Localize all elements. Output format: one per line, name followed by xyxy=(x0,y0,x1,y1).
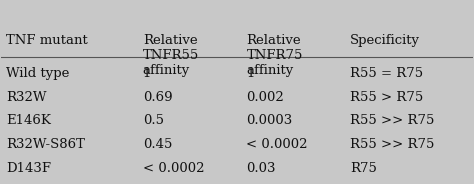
Text: Relative
TNFR55
affinity: Relative TNFR55 affinity xyxy=(143,34,199,77)
Text: 0.5: 0.5 xyxy=(143,114,164,128)
Text: E146K: E146K xyxy=(6,114,51,128)
Text: 0.03: 0.03 xyxy=(246,162,276,175)
Text: TNF mutant: TNF mutant xyxy=(6,34,88,47)
Text: 1: 1 xyxy=(246,67,255,80)
Text: 1: 1 xyxy=(143,67,151,80)
Text: 0.45: 0.45 xyxy=(143,138,172,151)
Text: 0.0003: 0.0003 xyxy=(246,114,292,128)
Text: 0.002: 0.002 xyxy=(246,91,284,104)
Text: 0.69: 0.69 xyxy=(143,91,173,104)
Text: R32W-S86T: R32W-S86T xyxy=(6,138,85,151)
Text: Wild type: Wild type xyxy=(6,67,70,80)
Text: R55 >> R75: R55 >> R75 xyxy=(350,114,435,128)
Text: D143F: D143F xyxy=(6,162,51,175)
Text: Specificity: Specificity xyxy=(350,34,420,47)
Text: R55 > R75: R55 > R75 xyxy=(350,91,423,104)
Text: Relative
TNFR75
affinity: Relative TNFR75 affinity xyxy=(246,34,303,77)
Text: R32W: R32W xyxy=(6,91,46,104)
Text: < 0.0002: < 0.0002 xyxy=(143,162,204,175)
Text: R75: R75 xyxy=(350,162,377,175)
Text: R55 = R75: R55 = R75 xyxy=(350,67,423,80)
Text: R55 >> R75: R55 >> R75 xyxy=(350,138,435,151)
Text: < 0.0002: < 0.0002 xyxy=(246,138,308,151)
